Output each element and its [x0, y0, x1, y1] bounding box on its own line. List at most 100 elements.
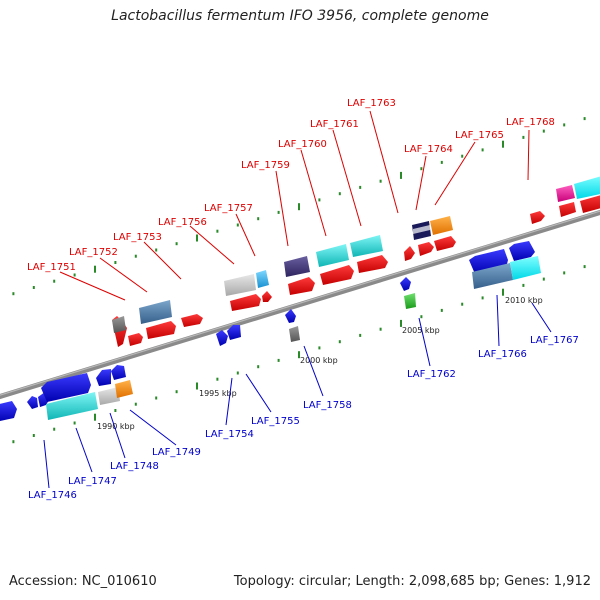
gene-cyan-1760 [316, 244, 349, 267]
minor-tick [563, 123, 566, 127]
gene-red-1760 [320, 265, 354, 285]
scale-ticks [12, 117, 586, 444]
gene-blue-1748a [96, 369, 111, 386]
minor-tick [481, 296, 484, 300]
gene-label-bottom: LAF_1758 [303, 400, 352, 411]
gene-label-top: LAF_1761 [310, 119, 359, 130]
gene-label-top: LAF_1753 [113, 232, 162, 243]
gene-label-top: LAF_1768 [506, 117, 555, 128]
gene-red-1763 [418, 242, 434, 256]
minor-tick [318, 198, 321, 202]
minor-tick [32, 286, 35, 289]
gene-magenta-1768 [556, 185, 575, 202]
gene-red-1768a [559, 202, 576, 217]
minor-tick [481, 148, 484, 152]
gene-red-1764 [434, 236, 456, 251]
gene-green-1762 [404, 293, 416, 309]
gene-grey-1758 [289, 326, 300, 342]
gene-cyan-1768 [574, 176, 600, 199]
gene-orange-1764 [430, 216, 453, 235]
genome-backbone [0, 209, 600, 400]
minor-tick [236, 371, 239, 375]
minor-tick [379, 179, 382, 183]
gene-blue-1746 [41, 373, 91, 402]
gene-label-bottom: LAF_1747 [68, 476, 117, 487]
major-tick [94, 413, 96, 421]
gene-red-1753 [146, 321, 176, 339]
scale-label-2000: 2000 kbp [300, 356, 338, 365]
gene-blue-1748b [111, 365, 126, 380]
gene-label-top: LAF_1756 [158, 217, 207, 228]
gene-blue-1755 [227, 325, 241, 340]
minor-tick [522, 135, 525, 139]
minor-tick [522, 283, 525, 287]
minor-tick [542, 277, 545, 281]
gene-lightgrey-1748 [98, 387, 120, 405]
gene-features [0, 176, 600, 421]
gene-navy-stripe [413, 225, 430, 234]
gene-cyan-1747 [46, 392, 98, 420]
gene-lightgrey-1757 [224, 274, 256, 296]
gene-blue-1758a [285, 309, 296, 323]
major-tick [502, 140, 504, 148]
major-tick [196, 382, 198, 390]
scale-label-1995: 1995 kbp [199, 389, 237, 398]
gene-red-1759 [288, 277, 315, 295]
gene-red-1752 [128, 333, 143, 346]
gene-cyan-1767 [510, 256, 541, 280]
gene-label-bottom: LAF_1746 [28, 490, 77, 501]
minor-tick [114, 409, 117, 412]
gene-label-top: LAF_1759 [241, 160, 290, 171]
gene-purple-1759 [284, 256, 310, 277]
gene-label-top: LAF_1752 [69, 247, 118, 258]
minor-tick [420, 315, 423, 319]
minor-tick [257, 365, 260, 369]
major-tick [298, 351, 300, 359]
minor-tick [359, 185, 362, 189]
major-tick [502, 288, 504, 296]
minor-tick [461, 302, 464, 306]
bottom-gene-labels: LAF_1746 LAF_1747 LAF_1748 LAF_1749 LAF_… [28, 335, 579, 501]
gene-label-top: LAF_1751 [27, 262, 76, 273]
minor-tick [12, 440, 15, 444]
gene-blue-1762 [400, 277, 411, 291]
gene-steel-1753 [139, 300, 172, 324]
minor-tick [583, 265, 586, 269]
minor-tick [53, 279, 56, 283]
minor-tick [175, 390, 178, 394]
gene-label-top: LAF_1765 [455, 130, 504, 141]
major-tick [196, 234, 198, 242]
gene-label-bottom: LAF_1749 [152, 447, 201, 458]
gene-label-bottom: LAF_1767 [530, 335, 579, 346]
minor-tick [53, 427, 56, 431]
gene-sky-1757 [256, 270, 269, 288]
gene-label-bottom: LAF_1766 [478, 349, 527, 360]
gene-blue-1754 [216, 330, 228, 346]
minor-tick [155, 248, 158, 252]
minor-tick [583, 117, 586, 121]
minor-tick [216, 377, 219, 381]
genome-title: Lactobacillus fermentum IFO 3956, comple… [111, 8, 489, 24]
gene-label-bottom: LAF_1755 [251, 416, 300, 427]
gene-label-top: LAF_1760 [278, 139, 327, 150]
major-tick [400, 319, 402, 327]
major-tick [298, 203, 300, 211]
minor-tick [216, 229, 219, 233]
minor-tick [134, 254, 137, 258]
minor-tick [134, 402, 137, 406]
gene-label-top: LAF_1757 [204, 203, 253, 214]
gene-blue-small [27, 396, 38, 409]
minor-tick [440, 308, 443, 312]
gene-cyan-1761 [350, 235, 383, 257]
gene-blue-left-edge [0, 401, 17, 421]
gene-label-bottom: LAF_1754 [205, 429, 254, 440]
minor-tick [379, 327, 382, 331]
minor-tick [461, 154, 464, 158]
gene-red-1761 [357, 255, 388, 273]
minor-tick [542, 129, 545, 133]
minor-tick [338, 192, 341, 196]
gene-label-bottom: LAF_1762 [407, 369, 456, 380]
top-leader-lines [59, 110, 530, 301]
